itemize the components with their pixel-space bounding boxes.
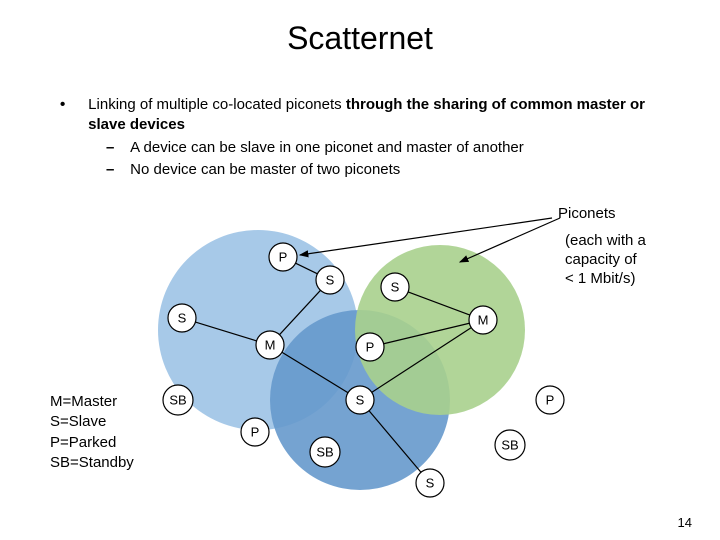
slide-number: 14: [678, 515, 692, 530]
node-S1: S: [316, 266, 344, 294]
node-label: P: [366, 340, 375, 355]
node-label: SB: [501, 438, 518, 453]
node-Sleft: S: [168, 304, 196, 332]
node-SB1: SB: [163, 385, 193, 415]
node-Smid: S: [346, 386, 374, 414]
node-label: S: [426, 476, 435, 491]
node-label: M: [478, 313, 489, 328]
node-S2: S: [381, 273, 409, 301]
node-Pbl: P: [241, 418, 269, 446]
scatternet-diagram: P S S S M M P SB S P P SB SB S: [0, 0, 720, 540]
node-label: P: [251, 425, 260, 440]
node-label: M: [265, 338, 276, 353]
piconet-circles: [158, 230, 525, 490]
node-label: S: [356, 393, 365, 408]
node-label: S: [326, 273, 335, 288]
node-Pr: P: [536, 386, 564, 414]
node-Ml: M: [256, 331, 284, 359]
node-label: S: [178, 311, 187, 326]
node-label: SB: [316, 445, 333, 460]
node-SB2: SB: [310, 437, 340, 467]
node-label: P: [279, 250, 288, 265]
node-Mr: M: [469, 306, 497, 334]
node-SB3: SB: [495, 430, 525, 460]
node-label: SB: [169, 393, 186, 408]
node-Sbot: S: [416, 469, 444, 497]
slide: Scatternet • Linking of multiple co-loca…: [0, 0, 720, 540]
node-P1: P: [269, 243, 297, 271]
node-Pov: P: [356, 333, 384, 361]
node-label: P: [546, 393, 555, 408]
node-label: S: [391, 280, 400, 295]
